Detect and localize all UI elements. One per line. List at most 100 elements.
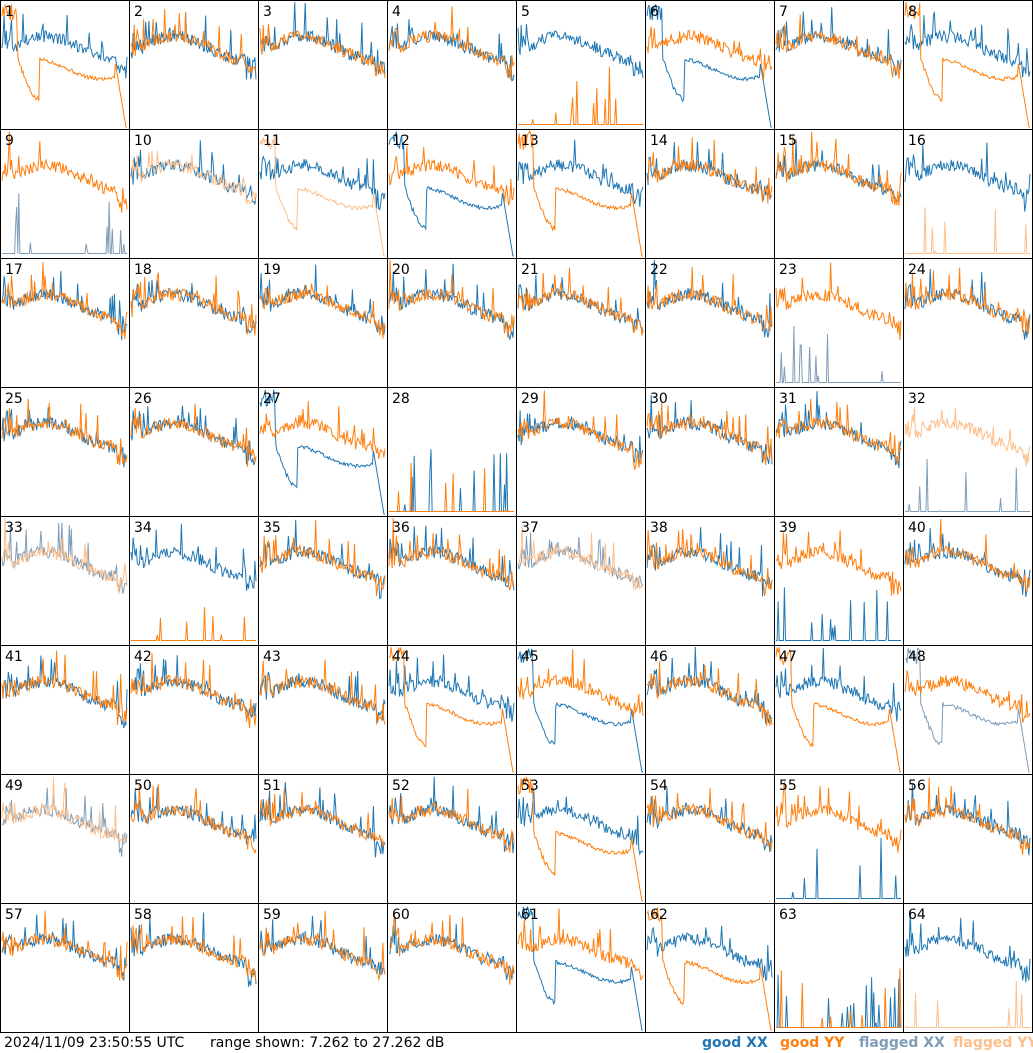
trace-xx-16 (904, 142, 1031, 212)
panel-37: 37 (516, 516, 646, 646)
panel-label: 5 (521, 4, 530, 20)
panel-label: 8 (908, 4, 917, 20)
trace-xx-46 (646, 646, 773, 724)
trace-yy-52 (388, 788, 515, 853)
panel-frame (129, 129, 259, 259)
panel-45: 45 (516, 645, 646, 775)
panel-41: 41 (0, 645, 130, 775)
panel-30: 30 (645, 387, 775, 517)
panel-17: 17 (0, 258, 130, 388)
trace-yy-44 (388, 647, 515, 773)
panel-40: 40 (903, 516, 1033, 646)
panel-label: 31 (779, 391, 797, 407)
panel-label: 38 (650, 520, 668, 536)
trace-xx-11 (259, 155, 386, 211)
panel-label: 20 (392, 262, 410, 278)
panel-frame (387, 516, 517, 646)
panel-label: 16 (908, 133, 926, 149)
panel-frame (903, 258, 1033, 388)
trace-yy-62 (646, 907, 773, 1031)
panel-label: 52 (392, 778, 410, 794)
panel-frame (774, 903, 904, 1033)
panel-label: 27 (263, 391, 281, 407)
trace-yy-19 (259, 283, 386, 339)
panel-11: 11 (258, 129, 388, 259)
trace-xx-15 (775, 139, 902, 204)
trace-xx-61 (517, 905, 644, 1031)
panel-label: 34 (134, 520, 152, 536)
panel-label: 48 (908, 649, 926, 665)
panel-9: 9 (0, 129, 130, 259)
panel-frame (129, 387, 259, 517)
trace-xx-45 (517, 648, 644, 773)
panel-49: 49 (0, 774, 130, 904)
panel-frame (0, 903, 130, 1033)
panel-16: 16 (903, 129, 1033, 259)
panel-label: 46 (650, 649, 668, 665)
panel-label: 49 (5, 778, 23, 794)
trace-xx-55 (776, 837, 901, 899)
range-label: range shown: 7.262 to 27.262 dB (210, 1035, 445, 1051)
trace-yy-54 (646, 788, 773, 852)
panel-28: 28 (387, 387, 517, 517)
trace-yy-30 (646, 402, 773, 466)
panel-43: 43 (258, 645, 388, 775)
trace-yy-6 (646, 26, 773, 80)
panel-frame (903, 129, 1033, 259)
trace-yy-20 (388, 259, 515, 338)
panel-frame (645, 645, 775, 775)
trace-yy-25 (1, 398, 128, 466)
panel-frame (0, 258, 130, 388)
panel-frame (774, 516, 904, 646)
panel-60: 60 (387, 903, 517, 1033)
panel-label: 13 (521, 133, 539, 149)
trace-yy-42 (130, 653, 257, 729)
legend-flagged-yy: flagged YY (953, 1035, 1033, 1051)
trace-yy-17 (1, 262, 128, 340)
trace-yy-38 (646, 528, 773, 596)
panel-label: 45 (521, 649, 539, 665)
panel-50: 50 (129, 774, 259, 904)
trace-yy-5 (518, 66, 643, 125)
trace-yy-27 (259, 400, 386, 460)
trace-xx-48 (904, 647, 1031, 773)
panel-7: 7 (774, 0, 904, 130)
panel-label: 43 (263, 649, 281, 665)
panel-label: 22 (650, 262, 668, 278)
trace-yy-10 (130, 150, 257, 205)
panel-31: 31 (774, 387, 904, 517)
trace-xx-23 (776, 325, 901, 383)
legend-flagged-xx: flagged XX (859, 1035, 945, 1051)
panel-57: 57 (0, 903, 130, 1033)
panel-39: 39 (774, 516, 904, 646)
legend-good-yy: good YY (780, 1035, 845, 1051)
trace-xx-53 (517, 789, 644, 856)
trace-yy-14 (646, 137, 773, 204)
panel-label: 7 (779, 4, 788, 20)
panel-46: 46 (645, 645, 775, 775)
panel-42: 42 (129, 645, 259, 775)
panel-33: 33 (0, 516, 130, 646)
trace-yy-37 (517, 525, 644, 591)
trace-yy-41 (1, 650, 128, 725)
trace-yy-21 (517, 267, 644, 336)
panel-label: 42 (134, 649, 152, 665)
panel-frame (774, 0, 904, 130)
panel-label: 57 (5, 907, 23, 923)
trace-yy-59 (259, 911, 386, 981)
trace-yy-39 (775, 530, 902, 596)
trace-xx-26 (130, 405, 257, 466)
panel-63: 63 (774, 903, 904, 1033)
panel-35: 35 (258, 516, 388, 646)
panel-label: 14 (650, 133, 668, 149)
panel-58: 58 (129, 903, 259, 1033)
trace-yy-8 (904, 2, 1031, 128)
panel-10: 10 (129, 129, 259, 259)
trace-yy-28 (389, 462, 514, 512)
panel-frame (0, 129, 130, 259)
trace-xx-8 (904, 11, 1031, 78)
trace-yy-1 (1, 4, 128, 128)
panel-52: 52 (387, 774, 517, 904)
trace-yy-32 (904, 407, 1031, 467)
